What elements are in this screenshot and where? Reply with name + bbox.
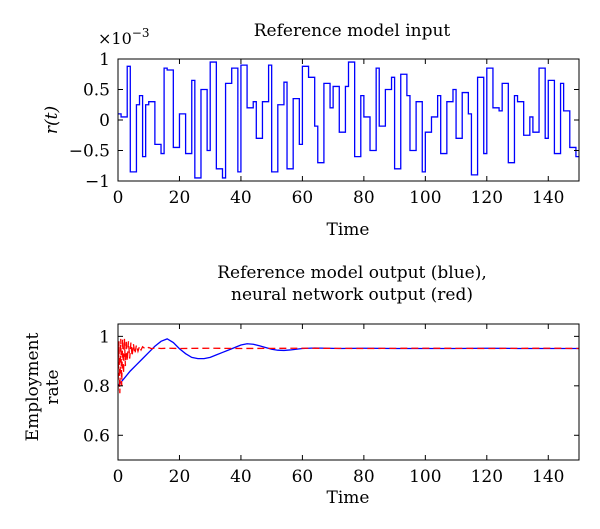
bottom-x-tick-label: 20 [169, 467, 191, 487]
bottom-x-tick-label: 120 [471, 467, 503, 487]
top-plot-area: 0 20 40 60 80 100 120 140 −1 −0.5 0 0.5 1 [69, 50, 580, 208]
bottom-x-tick-label: 40 [230, 467, 252, 487]
bottom-x-tick-label: 0 [113, 467, 124, 487]
bottom-y-tick-label: 0.6 [83, 426, 110, 446]
top-x-tick-label: 60 [292, 188, 314, 208]
bottom-x-tick-label: 80 [353, 467, 375, 487]
top-exponent-label: ×10−3 [98, 26, 149, 48]
top-y-tick-label: −1 [85, 172, 110, 192]
bottom-x-tick-label: 60 [292, 467, 314, 487]
top-x-tick-label: 140 [532, 188, 564, 208]
bottom-series-line-0 [118, 338, 579, 387]
bottom-y-axis-label-line-1: Employment [23, 333, 43, 442]
bottom-x-axis-label: Time [327, 488, 370, 508]
bottom-y-axis-label-line-2: rate [43, 369, 63, 404]
bottom-series-line-1 [118, 338, 579, 394]
top-y-tick-label: 0.5 [83, 81, 110, 101]
top-series-line-0 [118, 61, 579, 179]
bottom-chart-title-line-1: Reference model output (blue), [217, 263, 487, 283]
top-x-tick-label: 40 [230, 188, 252, 208]
bottom-axes-frame [117, 323, 580, 461]
top-x-tick-label: 0 [113, 188, 124, 208]
top-x-tick-label: 120 [471, 188, 503, 208]
top-x-tick-label: 20 [169, 188, 191, 208]
bottom-x-tick-label: 140 [532, 467, 564, 487]
bottom-chart-title-line-2: neural network output (red) [231, 285, 473, 305]
top-x-tick-label: 100 [409, 188, 441, 208]
top-y-axis-label: r(t) [42, 106, 62, 134]
bottom-y-tick-label: 0.8 [83, 377, 110, 397]
top-y-tick-label: 1 [99, 50, 110, 70]
bottom-plot-area: 0 20 40 60 80 100 120 140 0.6 0.8 1 [83, 323, 580, 487]
top-x-axis-label: Time [327, 220, 370, 240]
top-chart-title: Reference model input [254, 21, 451, 41]
top-y-tick-label: 0 [99, 111, 110, 131]
top-x-tick-label: 80 [353, 188, 375, 208]
bottom-y-tick-label: 1 [99, 327, 110, 347]
top-y-tick-label: −0.5 [69, 142, 110, 162]
bottom-x-tick-label: 100 [409, 467, 441, 487]
